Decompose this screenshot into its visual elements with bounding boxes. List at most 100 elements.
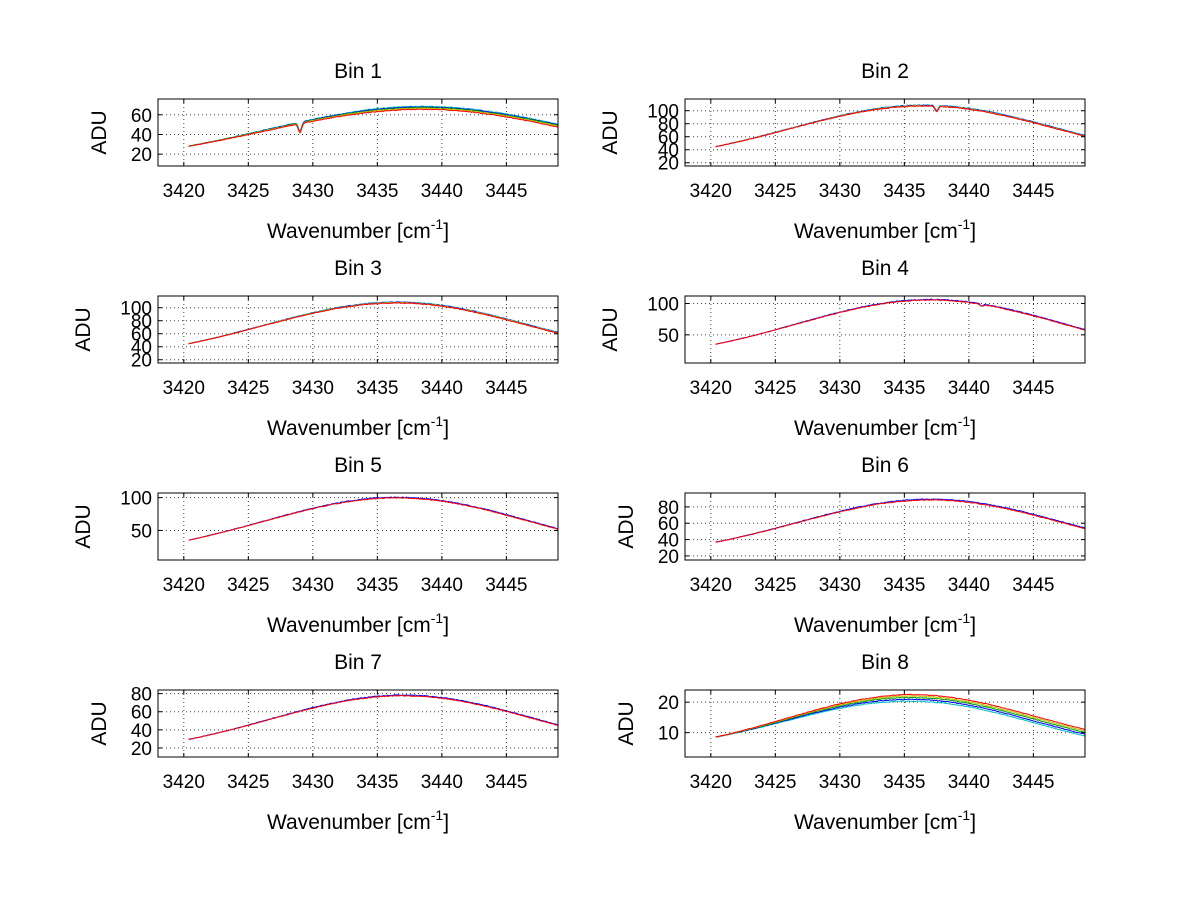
x-tick-label: 3430 bbox=[819, 378, 861, 399]
x-tick-label: 3425 bbox=[227, 575, 269, 596]
x-tick-label: 3420 bbox=[690, 772, 732, 793]
axes-box bbox=[157, 98, 559, 167]
y-tick-label: 60 bbox=[131, 325, 152, 346]
x-tick-label: 3425 bbox=[754, 772, 796, 793]
series-trace-2 bbox=[188, 694, 558, 740]
series-trace-2 bbox=[715, 698, 1086, 738]
y-tick-label: 40 bbox=[658, 531, 679, 552]
x-tick-label: 3445 bbox=[1012, 181, 1054, 202]
axes-box bbox=[684, 689, 1086, 758]
subplot-bin-8: 3420 3425 3430 3435 3440 3445 10 20 Bin 8 Wavenum… bbox=[615, 651, 1086, 834]
y-tick-label: 10 bbox=[658, 724, 679, 745]
y-tick-label: 60 bbox=[131, 106, 152, 127]
series-trace-4 bbox=[715, 105, 1085, 148]
axes-box bbox=[157, 689, 559, 758]
series-trace-4 bbox=[715, 695, 1086, 738]
subplot-bin-5: 3420 3425 3430 3435 3440 3445 50 100 Bin 5 Wavenu… bbox=[72, 454, 559, 637]
x-tick-label: 3420 bbox=[690, 575, 732, 596]
axes-box bbox=[157, 492, 559, 561]
x-tick-label: 3445 bbox=[485, 772, 527, 793]
x-axis-label: Wavenumber [cm-1] bbox=[267, 413, 449, 440]
y-axis-label: ADU bbox=[88, 110, 111, 154]
x-axis-label: Wavenumber [cm-1] bbox=[267, 610, 449, 637]
x-axis-label: Wavenumber [cm-1] bbox=[794, 610, 976, 637]
x-tick-label: 3425 bbox=[754, 181, 796, 202]
y-tick-label: 50 bbox=[131, 521, 152, 542]
x-axis-label: Wavenumber [cm-1] bbox=[794, 216, 976, 243]
y-tick-label: 80 bbox=[131, 312, 152, 333]
x-tick-label: 3420 bbox=[163, 378, 205, 399]
axes-border bbox=[684, 492, 1086, 561]
subplot-title: Bin 2 bbox=[861, 60, 909, 83]
series-trace-2 bbox=[715, 499, 1086, 543]
y-tick-label: 40 bbox=[658, 141, 679, 162]
y-tick-label: 20 bbox=[131, 351, 152, 372]
subplot-title: Bin 6 bbox=[861, 454, 909, 477]
y-tick-label: 100 bbox=[647, 295, 679, 316]
x-tick-label: 3445 bbox=[485, 181, 527, 202]
y-axis-label: ADU bbox=[615, 701, 638, 745]
x-tick-label: 3435 bbox=[883, 378, 925, 399]
x-tick-label: 3440 bbox=[948, 575, 990, 596]
axes-border bbox=[684, 295, 1086, 364]
axes-border bbox=[157, 492, 559, 561]
x-tick-label: 3430 bbox=[292, 378, 334, 399]
y-tick-label: 20 bbox=[131, 145, 152, 166]
subplot-title: Bin 5 bbox=[334, 454, 382, 477]
y-tick-label: 60 bbox=[131, 703, 152, 724]
subplot-title: Bin 7 bbox=[334, 651, 382, 674]
y-tick-label: 80 bbox=[658, 115, 679, 136]
subplot-title: Bin 1 bbox=[334, 60, 382, 83]
x-tick-label: 3435 bbox=[883, 772, 925, 793]
x-tick-label: 3425 bbox=[227, 772, 269, 793]
y-axis-label: ADU bbox=[72, 504, 95, 548]
y-axis-label: ADU bbox=[615, 504, 638, 548]
x-axis-label: Wavenumber [cm-1] bbox=[267, 216, 449, 243]
x-axis-label: Wavenumber [cm-1] bbox=[794, 413, 976, 440]
x-tick-label: 3430 bbox=[819, 575, 861, 596]
series-trace-4 bbox=[188, 302, 559, 345]
y-tick-label: 40 bbox=[131, 721, 152, 742]
x-tick-label: 3445 bbox=[485, 378, 527, 399]
y-axis-label: ADU bbox=[599, 110, 622, 154]
y-tick-label: 60 bbox=[658, 514, 679, 535]
x-tick-label: 3425 bbox=[227, 378, 269, 399]
x-tick-label: 3440 bbox=[421, 575, 463, 596]
y-axis-label: ADU bbox=[72, 307, 95, 351]
x-tick-label: 3445 bbox=[1012, 378, 1054, 399]
y-tick-label: 80 bbox=[658, 498, 679, 519]
y-tick-label: 20 bbox=[658, 154, 679, 175]
x-tick-label: 3430 bbox=[819, 181, 861, 202]
y-tick-label: 40 bbox=[131, 125, 152, 146]
subplot-title: Bin 4 bbox=[861, 257, 909, 280]
series-trace-2 bbox=[715, 299, 1086, 345]
y-tick-label: 20 bbox=[658, 547, 679, 568]
x-tick-label: 3420 bbox=[690, 378, 732, 399]
y-tick-label: 100 bbox=[120, 489, 152, 510]
x-tick-label: 3435 bbox=[356, 575, 398, 596]
x-tick-label: 3420 bbox=[690, 181, 732, 202]
x-tick-label: 3440 bbox=[948, 772, 990, 793]
series-trace-5 bbox=[715, 693, 1085, 738]
series-trace-5 bbox=[188, 108, 559, 147]
axes-border bbox=[157, 98, 559, 167]
axes-box bbox=[684, 492, 1086, 561]
axes-border bbox=[684, 689, 1086, 758]
x-tick-label: 3440 bbox=[948, 378, 990, 399]
x-axis-label: Wavenumber [cm-1] bbox=[267, 807, 449, 834]
y-axis-label: ADU bbox=[88, 701, 111, 745]
x-tick-label: 3425 bbox=[754, 575, 796, 596]
x-tick-label: 3445 bbox=[1012, 575, 1054, 596]
subplot-title: Bin 8 bbox=[861, 651, 909, 674]
axes-box bbox=[684, 98, 1086, 167]
y-tick-label: 60 bbox=[658, 128, 679, 149]
axes-box bbox=[684, 295, 1086, 364]
x-tick-label: 3435 bbox=[883, 181, 925, 202]
x-tick-label: 3425 bbox=[754, 378, 796, 399]
x-axis-label: Wavenumber [cm-1] bbox=[794, 807, 976, 834]
x-tick-label: 3440 bbox=[421, 772, 463, 793]
